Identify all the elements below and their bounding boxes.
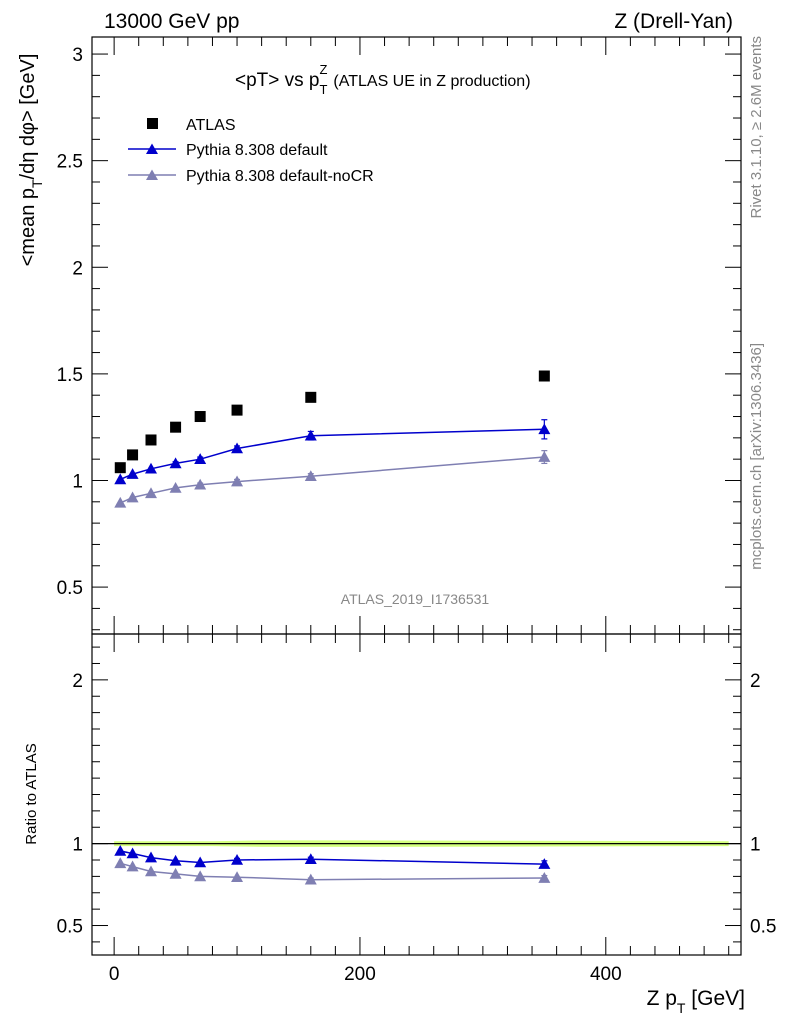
plot-title-main: <pT> vs p xyxy=(235,70,320,91)
point-atlas xyxy=(538,370,550,382)
mcplots-reference-label: mcplots.cern.ch [arXiv:1306.3436] xyxy=(748,343,765,570)
point-atlas xyxy=(145,434,157,446)
ratio-point-pythia-8-308-default xyxy=(231,854,244,865)
point-pythia-8-308-default-nocr xyxy=(145,487,157,499)
ratio-point-pythia-8-308-default xyxy=(169,854,182,866)
legend-label-nocr: Pythia 8.308 default-noCR xyxy=(186,168,374,185)
ratio-ytick-label: 2 xyxy=(72,671,83,692)
ratio-point-pythia-8-308-default xyxy=(145,851,157,863)
ratio-line-pythia-8-308-default-nocr xyxy=(120,862,545,881)
legend-label-default: Pythia 8.308 default xyxy=(186,142,328,159)
ratio-point-pythia-8-308-default-nocr xyxy=(126,860,139,872)
ratio-ytick-label-right: 2 xyxy=(750,671,761,692)
plot-title-sub: T xyxy=(320,82,328,97)
legend-label-atlas: ATLAS xyxy=(186,117,236,134)
ratio-point-pythia-8-308-default xyxy=(304,853,317,864)
point-pythia-8-308-default xyxy=(145,462,157,474)
ratio-point-pythia-8-308-default-nocr xyxy=(194,870,207,882)
ratio-point-pythia-8-308-default xyxy=(194,856,207,868)
ratio-point-pythia-8-308-default-nocr xyxy=(145,865,157,877)
plot-title-sup: Z xyxy=(319,62,327,77)
analysis-id-label: ATLAS_2019_I1736531 xyxy=(341,591,490,607)
ratio-point-pythia-8-308-default-nocr xyxy=(114,857,127,869)
point-atlas xyxy=(305,391,317,403)
point-atlas xyxy=(231,404,243,416)
ratio-point-pythia-8-308-default-nocr xyxy=(538,872,551,883)
main-ytick-label: 2.5 xyxy=(57,152,83,173)
legend: ATLAS Pythia 8.308 default Pythia 8.308 … xyxy=(128,117,374,185)
ratio-point-pythia-8-308-default-nocr xyxy=(231,871,244,883)
point-atlas xyxy=(127,449,139,461)
xtick-label: 0 xyxy=(109,964,120,985)
point-pythia-8-308-default xyxy=(304,429,317,441)
ratio-point-pythia-8-308-default-nocr xyxy=(304,873,317,885)
point-pythia-8-308-default-nocr xyxy=(194,478,207,490)
main-ytick-label: 0.5 xyxy=(57,578,83,599)
point-pythia-8-308-default xyxy=(231,442,244,454)
ratio-point-pythia-8-308-default-nocr xyxy=(169,867,182,879)
point-pythia-8-308-default xyxy=(114,473,127,485)
xtick-label: 200 xyxy=(344,964,376,985)
ratio-point-pythia-8-308-default xyxy=(114,845,127,856)
legend-marker-atlas xyxy=(147,118,158,129)
plot-title-suffix: (ATLAS UE in Z production) xyxy=(333,73,530,90)
main-ytick-label: 1.5 xyxy=(57,365,83,386)
ratio-line-pythia-8-308-default xyxy=(120,850,545,865)
main-ytick-label: 2 xyxy=(72,258,83,279)
line-pythia-8-308-default xyxy=(120,428,545,481)
process-label: Z (Drell-Yan) xyxy=(614,10,733,33)
line-pythia-8-308-default-nocr xyxy=(119,456,545,504)
point-pythia-8-308-default xyxy=(538,423,551,435)
ratio-ytick-label-right: 0.5 xyxy=(750,917,776,938)
main-y-axis-label: <mean pT/dη dφ> [GeV] xyxy=(17,54,45,267)
point-pythia-8-308-default-nocr xyxy=(231,475,244,487)
point-pythia-8-308-default xyxy=(169,457,182,469)
legend-marker-default xyxy=(146,143,158,154)
point-pythia-8-308-default-nocr xyxy=(169,481,182,493)
ratio-ytick-label-right: 1 xyxy=(750,835,761,856)
ratio-point-pythia-8-308-default xyxy=(538,858,551,869)
rivet-version-label: Rivet 3.1.10, ≥ 2.6M events xyxy=(748,36,765,219)
ratio-ytick-label: 0.5 xyxy=(57,917,83,938)
main-ytick-label: 3 xyxy=(72,45,83,66)
x-axis-label: Z pT [GeV] xyxy=(647,987,745,1016)
legend-marker-nocr xyxy=(146,169,158,180)
point-pythia-8-308-default-nocr xyxy=(114,496,127,508)
collision-label: 13000 GeV pp xyxy=(104,10,239,33)
point-pythia-8-308-default-nocr xyxy=(126,491,139,503)
ratio-plot-frame xyxy=(91,633,742,956)
point-atlas xyxy=(194,411,206,423)
main-ytick-label: 1 xyxy=(72,471,83,492)
point-atlas xyxy=(114,462,126,474)
point-atlas xyxy=(170,421,182,433)
ratio-ytick-label: 1 xyxy=(72,835,83,856)
point-pythia-8-308-default-nocr xyxy=(304,470,317,482)
ratio-y-axis-label: Ratio to ATLAS xyxy=(23,743,40,844)
plot-title: <pT> vs pTZ (ATLAS UE in Z production) xyxy=(235,62,531,97)
ratio-point-pythia-8-308-default xyxy=(126,847,139,859)
point-pythia-8-308-default xyxy=(126,468,139,479)
xtick-label: 400 xyxy=(590,964,622,985)
point-pythia-8-308-default xyxy=(194,453,207,464)
point-pythia-8-308-default-nocr xyxy=(538,451,551,462)
